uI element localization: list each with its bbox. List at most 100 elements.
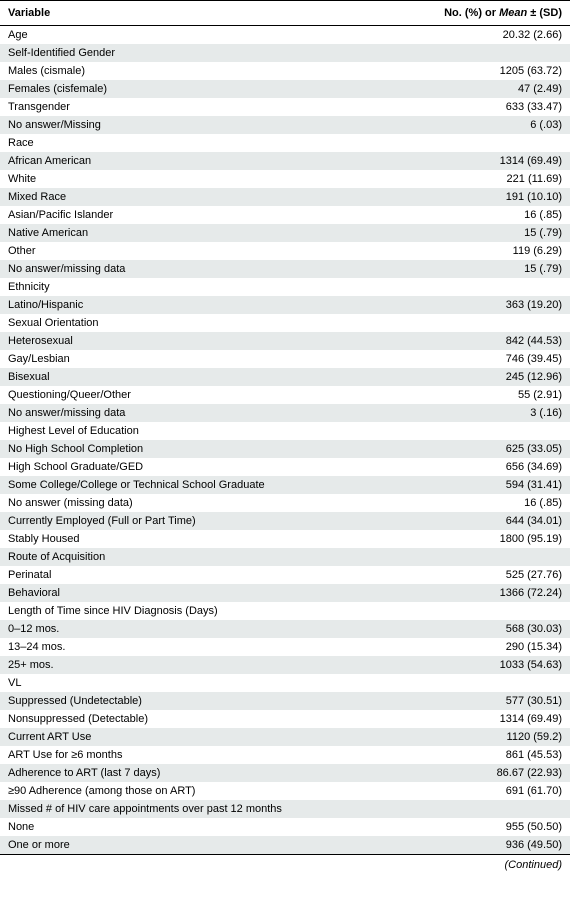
table-row: Self-Identified Gender — [0, 44, 570, 62]
row-label: Self-Identified Gender — [0, 44, 390, 62]
table-row: Current ART Use1120 (59.2) — [0, 728, 570, 746]
row-label: 25+ mos. — [0, 656, 390, 674]
row-value: 644 (34.01) — [390, 512, 570, 530]
row-label: One or more — [0, 836, 390, 854]
table-row: Bisexual245 (12.96) — [0, 368, 570, 386]
table-row: 25+ mos.1033 (54.63) — [0, 656, 570, 674]
row-value: 363 (19.20) — [390, 296, 570, 314]
table-row: Some College/College or Technical School… — [0, 476, 570, 494]
row-label: ≥90 Adherence (among those on ART) — [0, 782, 390, 800]
row-value — [390, 278, 570, 296]
demographics-table: Variable No. (%) or Mean ± (SD) Age20.32… — [0, 0, 570, 854]
row-value — [390, 800, 570, 818]
row-label: Nonsuppressed (Detectable) — [0, 710, 390, 728]
row-value: 1205 (63.72) — [390, 62, 570, 80]
table-row: No High School Completion625 (33.05) — [0, 440, 570, 458]
row-label: None — [0, 818, 390, 836]
table-row: No answer/Missing6 (.03) — [0, 116, 570, 134]
row-value: 746 (39.45) — [390, 350, 570, 368]
row-label: No answer/missing data — [0, 260, 390, 278]
row-label: ART Use for ≥6 months — [0, 746, 390, 764]
row-value — [390, 44, 570, 62]
table-row: Mixed Race191 (10.10) — [0, 188, 570, 206]
row-label: Stably Housed — [0, 530, 390, 548]
table-row: ≥90 Adherence (among those on ART)691 (6… — [0, 782, 570, 800]
row-label: 0–12 mos. — [0, 620, 390, 638]
row-value — [390, 422, 570, 440]
row-label: Age — [0, 26, 390, 45]
row-label: Gay/Lesbian — [0, 350, 390, 368]
row-label: Other — [0, 242, 390, 260]
row-value: 633 (33.47) — [390, 98, 570, 116]
row-label: Transgender — [0, 98, 390, 116]
row-value: 15 (.79) — [390, 224, 570, 242]
row-value: 691 (61.70) — [390, 782, 570, 800]
row-value: 221 (11.69) — [390, 170, 570, 188]
table-row: High School Graduate/GED656 (34.69) — [0, 458, 570, 476]
row-value — [390, 314, 570, 332]
row-value: 1314 (69.49) — [390, 152, 570, 170]
row-value: 16 (.85) — [390, 494, 570, 512]
continued-label: (Continued) — [0, 855, 570, 871]
row-label: No High School Completion — [0, 440, 390, 458]
table-row: Latino/Hispanic363 (19.20) — [0, 296, 570, 314]
table-body: Age20.32 (2.66)Self-Identified GenderMal… — [0, 26, 570, 855]
row-value: 955 (50.50) — [390, 818, 570, 836]
row-label: Suppressed (Undetectable) — [0, 692, 390, 710]
table-row: 13–24 mos.290 (15.34) — [0, 638, 570, 656]
row-value: 47 (2.49) — [390, 80, 570, 98]
table-row: VL — [0, 674, 570, 692]
row-label: White — [0, 170, 390, 188]
table-row: Perinatal525 (27.76) — [0, 566, 570, 584]
row-value: 86.67 (22.93) — [390, 764, 570, 782]
table-row: Behavioral1366 (72.24) — [0, 584, 570, 602]
row-value: 15 (.79) — [390, 260, 570, 278]
table-row: Stably Housed1800 (95.19) — [0, 530, 570, 548]
row-label: Females (cisfemale) — [0, 80, 390, 98]
row-value — [390, 674, 570, 692]
row-label: Highest Level of Education — [0, 422, 390, 440]
row-label: African American — [0, 152, 390, 170]
table-row: Native American15 (.79) — [0, 224, 570, 242]
row-label: VL — [0, 674, 390, 692]
row-value: 936 (49.50) — [390, 836, 570, 854]
table-row: No answer (missing data)16 (.85) — [0, 494, 570, 512]
row-label: No answer (missing data) — [0, 494, 390, 512]
table-row: Heterosexual842 (44.53) — [0, 332, 570, 350]
row-label: Mixed Race — [0, 188, 390, 206]
table-row: Questioning/Queer/Other55 (2.91) — [0, 386, 570, 404]
row-value: 16 (.85) — [390, 206, 570, 224]
row-label: Native American — [0, 224, 390, 242]
table-row: None955 (50.50) — [0, 818, 570, 836]
row-value: 568 (30.03) — [390, 620, 570, 638]
row-value: 55 (2.91) — [390, 386, 570, 404]
table-row: Suppressed (Undetectable)577 (30.51) — [0, 692, 570, 710]
row-value: 1800 (95.19) — [390, 530, 570, 548]
row-value: 525 (27.76) — [390, 566, 570, 584]
row-value: 625 (33.05) — [390, 440, 570, 458]
row-label: Ethnicity — [0, 278, 390, 296]
row-label: Questioning/Queer/Other — [0, 386, 390, 404]
row-label: Some College/College or Technical School… — [0, 476, 390, 494]
table-row: Transgender633 (33.47) — [0, 98, 570, 116]
header-stats: No. (%) or Mean ± (SD) — [390, 1, 570, 26]
table-row: Missed # of HIV care appointments over p… — [0, 800, 570, 818]
row-value: 594 (31.41) — [390, 476, 570, 494]
row-value: 861 (45.53) — [390, 746, 570, 764]
table-row: Males (cismale)1205 (63.72) — [0, 62, 570, 80]
row-value: 842 (44.53) — [390, 332, 570, 350]
row-label: Behavioral — [0, 584, 390, 602]
row-value: 245 (12.96) — [390, 368, 570, 386]
table-row: Route of Acquisition — [0, 548, 570, 566]
table-row: Sexual Orientation — [0, 314, 570, 332]
table-row: Ethnicity — [0, 278, 570, 296]
table-row: 0–12 mos.568 (30.03) — [0, 620, 570, 638]
row-value: 656 (34.69) — [390, 458, 570, 476]
table-row: Adherence to ART (last 7 days)86.67 (22.… — [0, 764, 570, 782]
row-label: No answer/missing data — [0, 404, 390, 422]
row-label: Males (cismale) — [0, 62, 390, 80]
row-label: Perinatal — [0, 566, 390, 584]
row-value — [390, 548, 570, 566]
row-value: 3 (.16) — [390, 404, 570, 422]
row-value: 1120 (59.2) — [390, 728, 570, 746]
